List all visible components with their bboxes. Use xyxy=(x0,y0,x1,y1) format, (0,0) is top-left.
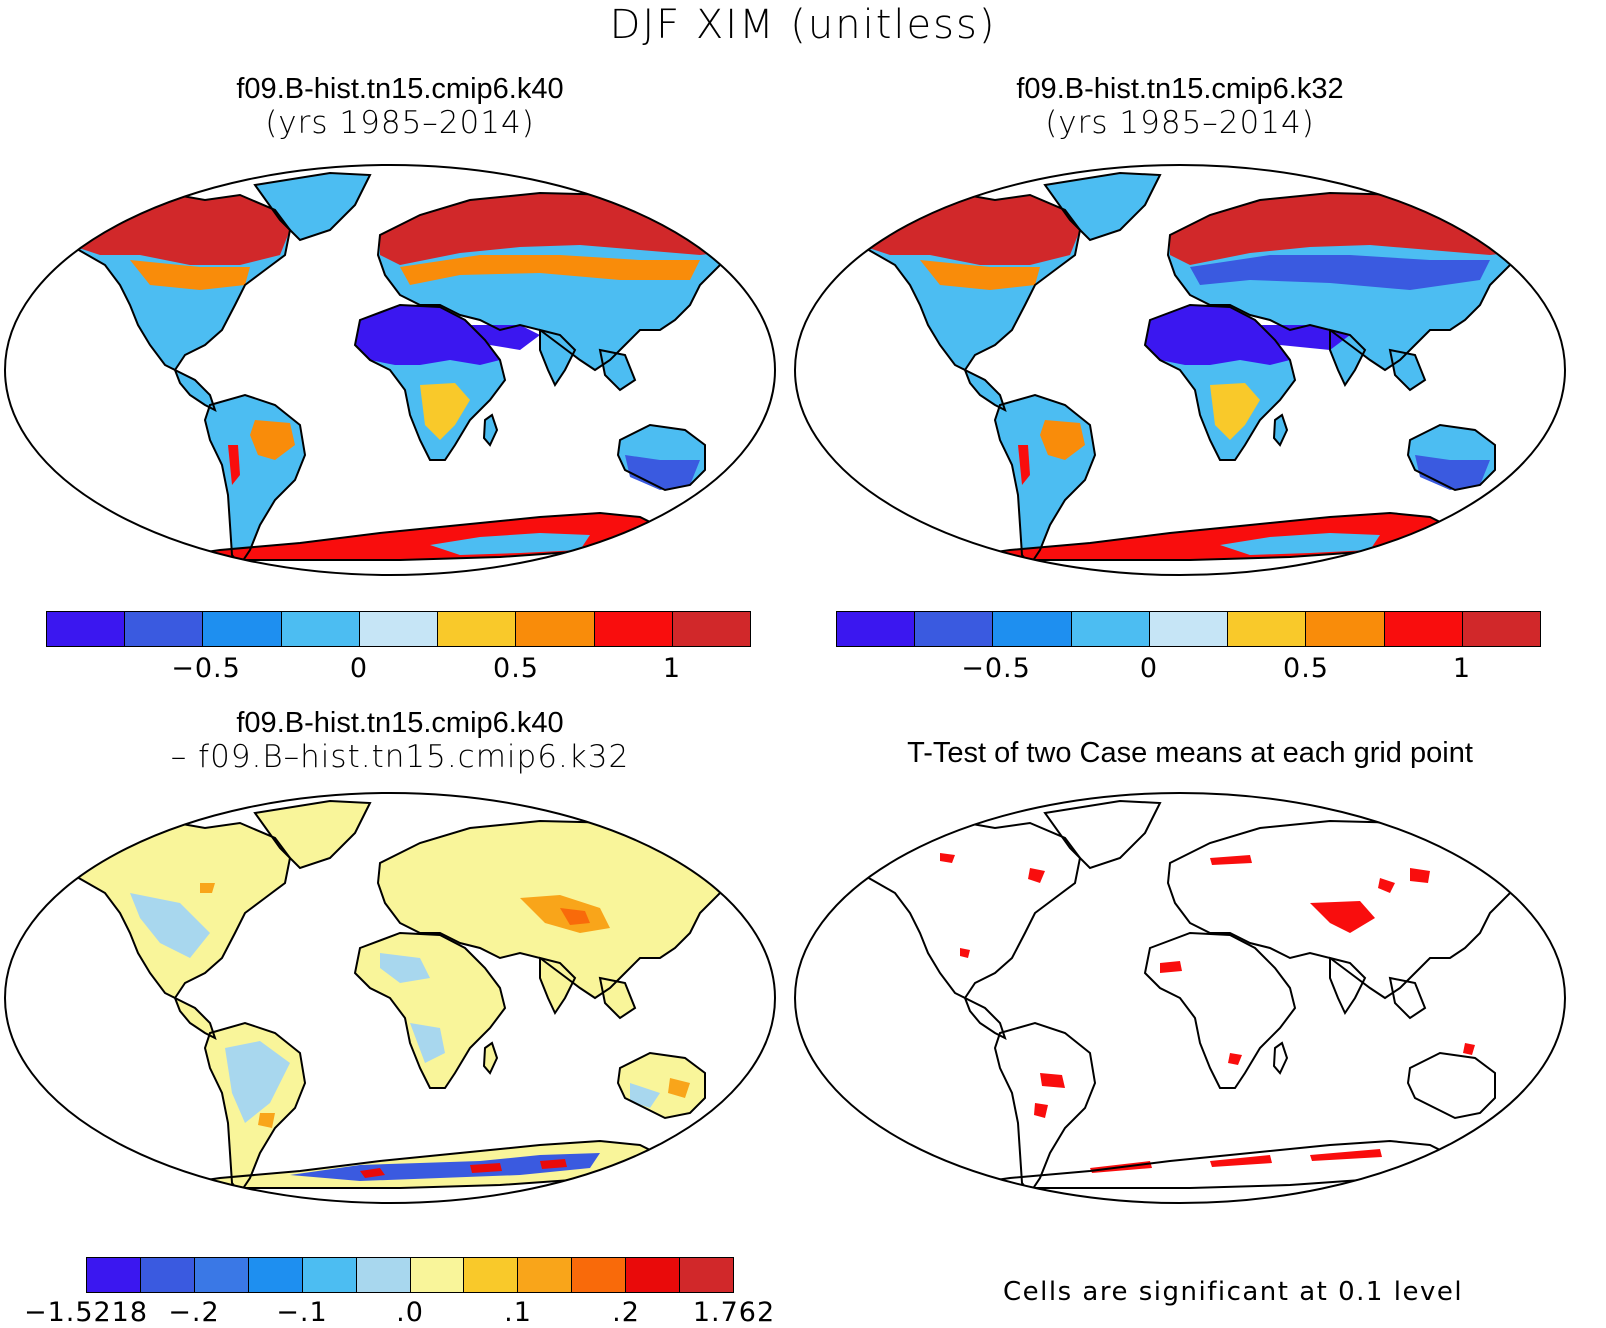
colorbar-swatch xyxy=(518,1258,573,1292)
colorbar-tick-label: .2 xyxy=(612,1297,640,1328)
southamerica-red xyxy=(1018,445,1030,485)
antarctic-mixed-pos xyxy=(360,1159,567,1178)
diff-strong-pos xyxy=(560,908,590,925)
southamerica-red xyxy=(228,445,240,485)
australia-low xyxy=(625,455,700,490)
map-panel-ttest xyxy=(794,792,1566,1204)
colorbar-swatch xyxy=(1228,612,1307,646)
colorbar-swatch xyxy=(140,1258,195,1292)
colorbar-swatch xyxy=(281,612,360,646)
panel-title-k32: f09.B-hist.tn15.cmip6.k32 (yrs 1985–2014… xyxy=(820,72,1540,140)
colorbar-swatch xyxy=(359,612,439,646)
colorbar-swatch xyxy=(1071,612,1150,646)
colorbar-k40 xyxy=(46,611,751,647)
map-panel-k40 xyxy=(4,164,776,576)
map-boundary xyxy=(794,164,1566,576)
colorbar-tick-label: 0.5 xyxy=(1283,653,1329,684)
colorbar-swatch xyxy=(1462,612,1540,646)
colorbar-tick-label: 0 xyxy=(349,653,369,684)
colorbar-k32 xyxy=(836,611,1541,647)
significance-note: Cells are significant at 0.1 level xyxy=(1003,1277,1464,1307)
africa-south-warm xyxy=(1210,383,1260,440)
colorbar-tick-label: 1.762 xyxy=(692,1297,776,1328)
africa-low xyxy=(355,305,540,365)
colorbar-swatch xyxy=(915,612,994,646)
colorbar-swatch xyxy=(47,612,126,646)
panel-title-line1: f09.B-hist.tn15.cmip6.k32 xyxy=(1016,73,1344,105)
panel-subtitle: – f09.B–hist.tn15.cmip6.k32 xyxy=(170,739,630,775)
colorbar-swatch xyxy=(125,612,204,646)
colorbar-swatch xyxy=(572,1258,627,1292)
colorbar-swatch xyxy=(626,1258,681,1292)
colorbar-tick-label: −0.5 xyxy=(171,653,241,684)
southamerica-warm xyxy=(1040,420,1085,460)
map-panel-diff xyxy=(4,792,776,1204)
colorbar-swatch xyxy=(516,612,595,646)
antarctic-blue-speckle xyxy=(430,533,590,555)
north-orange-band xyxy=(130,255,700,290)
colorbar-swatch xyxy=(203,612,282,646)
colorbar-swatch xyxy=(680,1258,734,1292)
panel-title-line1: f09.B-hist.tn15.cmip6.k40 xyxy=(236,73,564,105)
panel-subtitle: (yrs 1985–2014) xyxy=(265,105,535,141)
colorbar-swatch xyxy=(302,1258,357,1292)
colorbar-tick-label: 1 xyxy=(662,653,682,684)
colorbar-tick-label: 0 xyxy=(1139,653,1159,684)
colorbar-swatch xyxy=(464,1258,519,1292)
figure-title: DJF XIM (unitless) xyxy=(609,2,997,48)
colorbar-swatch xyxy=(672,612,750,646)
colorbar-swatch xyxy=(410,1258,465,1292)
colorbar-tick-label: 0.5 xyxy=(493,653,539,684)
australia-low xyxy=(1415,455,1490,490)
colorbar-tick-label: −0.5 xyxy=(961,653,1031,684)
map-boundary xyxy=(4,792,776,1204)
colorbar-swatch xyxy=(1306,612,1385,646)
significant-cells xyxy=(940,853,1475,1183)
north-high-region xyxy=(860,193,1535,265)
panel-title-diff: f09.B-hist.tn15.cmip6.k40 – f09.B–hist.t… xyxy=(40,706,760,774)
colorbar-swatch xyxy=(248,1258,303,1292)
map-boundary xyxy=(4,164,776,576)
colorbar-swatch xyxy=(594,612,673,646)
colorbar-swatch xyxy=(194,1258,249,1292)
panel-title-k40: f09.B-hist.tn15.cmip6.k40 (yrs 1985–2014… xyxy=(40,72,760,140)
africa-south-warm xyxy=(420,383,470,440)
antarctic-blue-speckle xyxy=(1220,533,1380,555)
colorbar-tick-label: −1.5218 xyxy=(23,1297,149,1328)
colorbar-diff xyxy=(86,1257,734,1293)
panel-title-line1: f09.B-hist.tn15.cmip6.k40 xyxy=(236,707,564,739)
colorbar-swatch xyxy=(87,1258,141,1292)
map-panel-k32 xyxy=(794,164,1566,576)
north-high-region xyxy=(70,193,745,265)
africa-low xyxy=(1145,305,1350,365)
diff-neg-areas xyxy=(130,893,660,1123)
colorbar-swatch xyxy=(837,612,916,646)
southamerica-warm xyxy=(250,420,295,460)
colorbar-swatch xyxy=(1384,612,1463,646)
map-boundary xyxy=(794,792,1566,1204)
colorbar-swatch xyxy=(356,1258,411,1292)
colorbar-swatch xyxy=(1149,612,1229,646)
asia-blue-band xyxy=(1190,255,1490,290)
north-orange-band xyxy=(920,260,1040,290)
colorbar-tick-label: −.1 xyxy=(276,1297,328,1328)
panel-title-ttest: T-Test of two Case means at each grid po… xyxy=(810,736,1570,770)
panel-subtitle: (yrs 1985–2014) xyxy=(1045,105,1315,141)
colorbar-tick-label: .0 xyxy=(396,1297,424,1328)
colorbar-tick-label: .1 xyxy=(504,1297,532,1328)
colorbar-tick-label: −.2 xyxy=(168,1297,220,1328)
panel-title-line1: T-Test of two Case means at each grid po… xyxy=(907,737,1473,769)
colorbar-swatch xyxy=(993,612,1072,646)
colorbar-tick-label: 1 xyxy=(1452,653,1472,684)
colorbar-swatch xyxy=(438,612,517,646)
